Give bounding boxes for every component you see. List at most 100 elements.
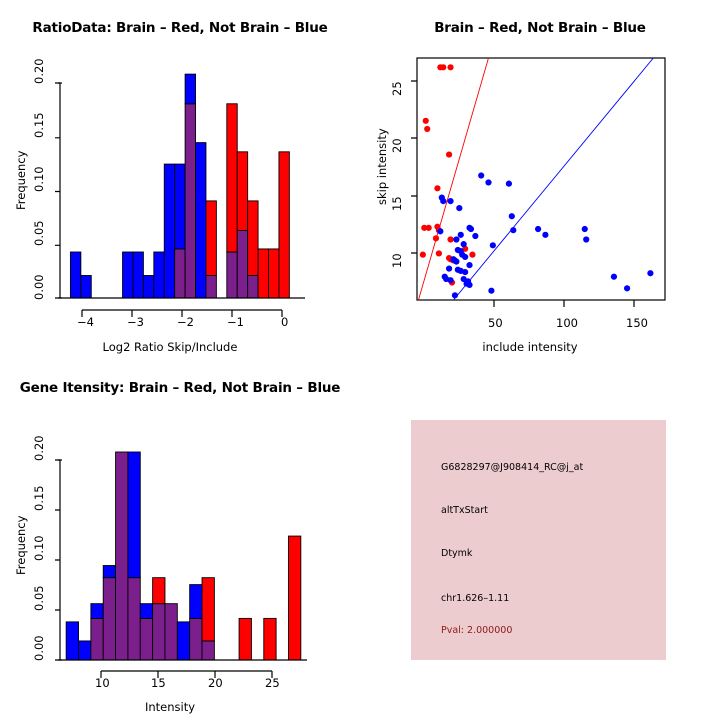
scatter-point-not-brain: [583, 236, 590, 243]
ratio-xtick-0: −4: [77, 315, 94, 329]
scatter-point-not-brain: [478, 172, 485, 179]
scatter-point-brain: [424, 125, 431, 133]
histogram-bar: [80, 275, 92, 299]
histogram-bar: [226, 103, 238, 253]
ratio-histogram-plot: [55, 73, 305, 317]
histogram-bar-overlap: [174, 248, 186, 299]
scatter-plot: [411, 57, 666, 307]
histogram-bar-overlap: [102, 577, 117, 661]
gene-xtick-15: 15: [151, 676, 166, 690]
histogram-bar-overlap: [90, 617, 104, 661]
histogram-bar-overlap: [201, 640, 215, 661]
panel-gene-title: Gene Itensity: Brain – Red, Not Brain – …: [19, 380, 341, 396]
gene-histogram-plot: [55, 451, 307, 678]
scatter-point-not-brain: [489, 242, 496, 249]
scatter-point-brain: [447, 64, 454, 71]
ratio-xtick-3: −1: [227, 315, 244, 329]
ratio-y-axis: [55, 82, 62, 299]
scatter-point-not-brain: [508, 213, 515, 220]
histogram-bar: [288, 535, 302, 661]
scatter-point-not-brain: [437, 228, 444, 235]
scatter-xtick-50: 50: [488, 316, 503, 330]
scatter-point-brain: [469, 251, 476, 258]
scatter-point-not-brain: [472, 232, 479, 240]
pval-text: Pval: 2.000000: [441, 625, 513, 636]
histogram-bar: [65, 621, 79, 661]
gene-symbol-text: Dtymk: [441, 548, 473, 559]
histogram-bar: [152, 577, 166, 605]
scatter-point-not-brain: [647, 270, 654, 277]
scatter-xtick-100: 100: [556, 316, 578, 330]
ratio-x-axis: [81, 309, 283, 317]
histogram-bar: [184, 73, 196, 105]
histogram-bar: [127, 451, 141, 579]
scatter-point-not-brain: [467, 225, 475, 233]
gene-xtick-10: 10: [95, 676, 110, 690]
histogram-bar: [247, 200, 259, 276]
histogram-bar-overlap: [236, 230, 249, 299]
scatter-point-not-brain: [447, 198, 454, 205]
histogram-bar: [69, 251, 82, 299]
scatter-point-not-brain: [445, 265, 453, 272]
histogram-bar: [78, 640, 92, 661]
gene-info-box: G6828297@J908414_RC@j_at altTxStart Dtym…: [411, 420, 666, 660]
scatter-point-not-brain: [581, 225, 588, 233]
histogram-bar-overlap: [115, 451, 129, 661]
panel-intensity-scatter: Brain – Red, Not Brain – Blue skip inten…: [360, 0, 720, 360]
panel-ratio-histogram: RatioData: Brain – Red, Not Brain – Blue…: [0, 0, 360, 360]
histogram-bar: [139, 603, 154, 619]
histogram-bar: [142, 275, 155, 299]
ratio-y-endticks: [55, 82, 60, 299]
histogram-bar: [90, 603, 104, 619]
histogram-bar: [153, 251, 165, 299]
histogram-bar: [132, 251, 144, 299]
gene-x-axis: [100, 670, 273, 678]
histogram-bar-overlap: [189, 617, 203, 661]
panel-ratio-title: RatioData: Brain – Red, Not Brain – Blue: [32, 20, 328, 36]
scatter-point-brain: [425, 224, 432, 231]
scatter-xtick-150: 150: [626, 316, 648, 330]
scatter-point-brain: [421, 224, 428, 231]
scatter-point-not-brain: [440, 198, 447, 205]
scatter-point-not-brain: [456, 204, 463, 212]
histogram-bar-overlap: [127, 577, 141, 661]
scatter-point-not-brain: [534, 225, 542, 233]
scatter-point-not-brain: [451, 292, 459, 299]
scatter-point-not-brain: [488, 287, 495, 294]
panel-gene-info: G6828297@J908414_RC@j_at altTxStart Dtym…: [360, 360, 720, 720]
scatter-point-not-brain: [466, 262, 473, 269]
locus-text: chr1.626–1.11: [441, 593, 510, 604]
histogram-bar: [122, 251, 134, 299]
histogram-bar: [238, 617, 252, 661]
scatter-point-brain: [422, 117, 429, 124]
histogram-bar: [195, 142, 207, 299]
histogram-bar-overlap: [164, 603, 178, 661]
ratio-xtick-1: −3: [127, 315, 144, 329]
panel-scatter-title: Brain – Red, Not Brain – Blue: [434, 20, 646, 36]
histogram-bar-overlap: [247, 275, 259, 299]
scatter-x-ticks: [493, 300, 635, 307]
histogram-bar: [102, 565, 117, 579]
blue-reference-line: [453, 58, 654, 300]
probe-id-text: G6828297@J908414_RC@j_at: [441, 462, 584, 473]
scatter-point-not-brain: [462, 253, 469, 261]
scatter-point-not-brain: [447, 277, 454, 284]
panel-ratio-xlabel: Log2 Ratio Skip/Include: [102, 340, 238, 354]
scatter-point-brain: [432, 235, 440, 242]
histogram-bar-overlap: [226, 251, 238, 299]
histogram-bar: [263, 617, 277, 661]
scatter-point-not-brain: [623, 285, 631, 292]
scatter-point-not-brain: [610, 273, 618, 280]
scatter-plot-frame: [416, 57, 666, 301]
histogram-bar: [268, 248, 280, 299]
scatter-point-brain: [435, 250, 442, 257]
histogram-bar-overlap: [205, 275, 217, 299]
scatter-point-not-brain: [466, 281, 473, 288]
histogram-bar: [257, 248, 269, 299]
scatter-point-not-brain: [460, 241, 467, 248]
scatter-point-brain: [445, 151, 453, 158]
scatter-point-not-brain: [462, 268, 469, 276]
red-reference-line: [418, 58, 489, 300]
histogram-bar: [189, 584, 203, 619]
